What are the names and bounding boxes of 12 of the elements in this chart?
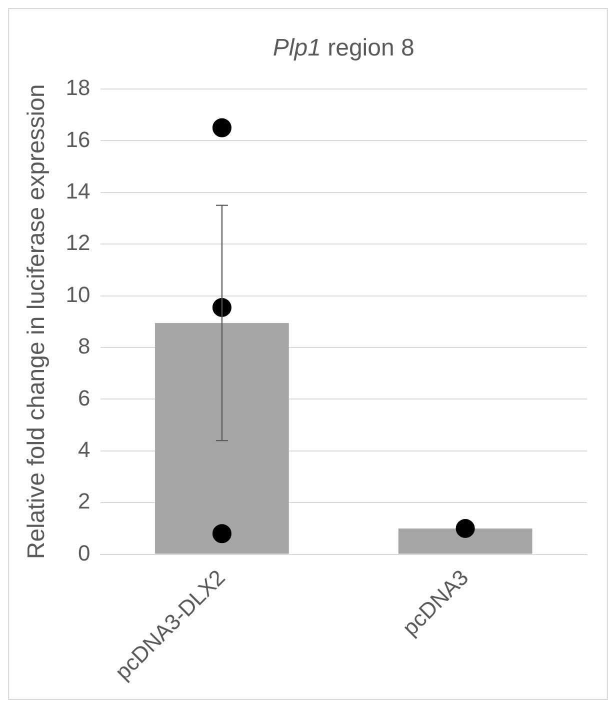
y-tick-label: 8 [78,334,90,359]
y-tick-label: 10 [66,282,90,307]
y-tick-label: 6 [78,385,90,410]
y-axis-title: Relative fold change in luciferase expression [23,84,50,560]
y-tick-label: 2 [78,488,90,514]
y-tick-label: 14 [66,178,90,204]
y-tick-label: 0 [78,540,90,566]
y-tick-label: 12 [66,230,90,256]
y-tick-label: 18 [66,75,90,100]
chart-title: Plp1 region 8 [272,34,414,62]
y-tick-label: 16 [66,126,90,152]
y-tick-label: 4 [78,436,90,462]
